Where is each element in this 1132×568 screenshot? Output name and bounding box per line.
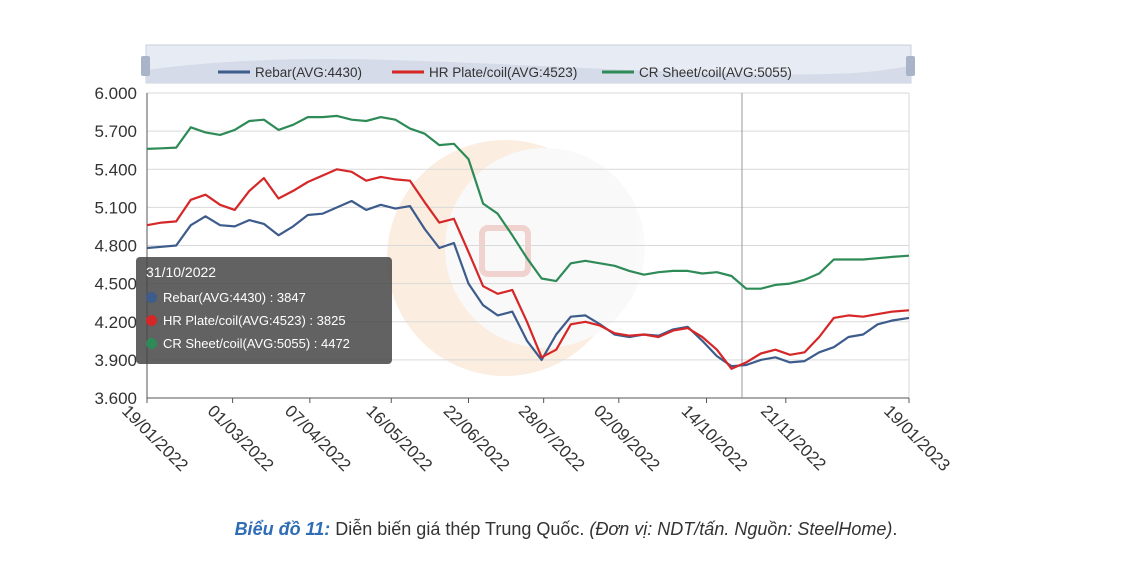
legend: Rebar(AVG:4430) HR Plate/coil(AVG:4523) CR… xyxy=(218,65,792,80)
rebar-dot-icon xyxy=(146,292,157,303)
caption-label: Biểu đồ 11: xyxy=(234,519,331,539)
legend-label-hr-plate: HR Plate/coil(AVG:4523) xyxy=(429,65,577,80)
zoom-handle-right[interactable] xyxy=(906,56,915,76)
tooltip-row-cr-sheet: CR Sheet/coil(AVG:5055) : 4472 xyxy=(146,332,382,355)
y-tick-label: 4.200 xyxy=(94,313,137,332)
caption-end: . xyxy=(892,519,898,539)
caption-note: (Đơn vị: NDT/tấn. Nguồn: SteelHome) xyxy=(589,519,893,539)
zoom-handle-left[interactable] xyxy=(141,56,150,76)
y-tick-label: 5.700 xyxy=(94,122,137,141)
tooltip-row-rebar: Rebar(AVG:4430) : 3847 xyxy=(146,286,382,309)
y-tick-label: 3.600 xyxy=(94,389,137,408)
cr-sheet-dot-icon xyxy=(146,338,157,349)
y-tick-label: 6.000 xyxy=(94,84,137,103)
tooltip-hr-plate-value: HR Plate/coil(AVG:4523) : 3825 xyxy=(163,313,346,328)
x-tick-label: 28/07/2022 xyxy=(515,401,589,475)
x-tick-label: 22/06/2022 xyxy=(440,401,514,475)
y-tick-label: 4.800 xyxy=(94,237,137,256)
x-tick-label: 19/01/2022 xyxy=(118,401,192,475)
tooltip: 31/10/2022 Rebar(AVG:4430) : 3847 HR Pla… xyxy=(136,257,392,364)
x-tick-label: 14/10/2022 xyxy=(678,401,752,475)
hr-plate-dot-icon xyxy=(146,315,157,326)
figure-caption: Biểu đồ 11: Diễn biến giá thép Trung Quố… xyxy=(0,519,1132,540)
caption-text: Diễn biến giá thép Trung Quốc. xyxy=(330,519,590,539)
tooltip-date: 31/10/2022 xyxy=(146,264,217,280)
legend-label-rebar: Rebar(AVG:4430) xyxy=(255,65,362,80)
x-tick-label: 16/05/2022 xyxy=(362,401,436,475)
watermark-logo xyxy=(387,140,645,376)
x-tick-label: 07/04/2022 xyxy=(281,401,355,475)
x-tick-label: 02/09/2022 xyxy=(590,401,664,475)
y-axis: 3.600 3.900 4.200 4.500 4.800 5.100 5.400 5.700… xyxy=(94,84,148,408)
series-layer xyxy=(146,114,910,370)
y-tick-label: 5.400 xyxy=(94,160,137,179)
y-tick-label: 3.900 xyxy=(94,351,137,370)
x-axis: 19/01/2022 01/03/2022 07/04/2022 16/05/2022… xyxy=(118,397,954,475)
y-tick-label: 5.100 xyxy=(94,198,137,217)
tooltip-cr-sheet-value: CR Sheet/coil(AVG:5055) : 4472 xyxy=(163,336,350,351)
x-tick-label: 01/03/2022 xyxy=(204,401,278,475)
zoom-slider[interactable] xyxy=(141,44,915,84)
x-tick-label: 19/01/2023 xyxy=(880,401,954,475)
tooltip-rebar-value: Rebar(AVG:4430) : 3847 xyxy=(163,290,306,305)
series-line-rebar xyxy=(146,199,910,368)
series-line-hr-plate xyxy=(146,168,910,370)
tooltip-row-hr-plate: HR Plate/coil(AVG:4523) : 3825 xyxy=(146,309,382,332)
series-line-cr-sheet xyxy=(146,114,910,290)
y-tick-label: 4.500 xyxy=(94,275,137,294)
legend-label-cr-sheet: CR Sheet/coil(AVG:5055) xyxy=(639,65,792,80)
x-tick-label: 21/11/2022 xyxy=(757,401,830,474)
